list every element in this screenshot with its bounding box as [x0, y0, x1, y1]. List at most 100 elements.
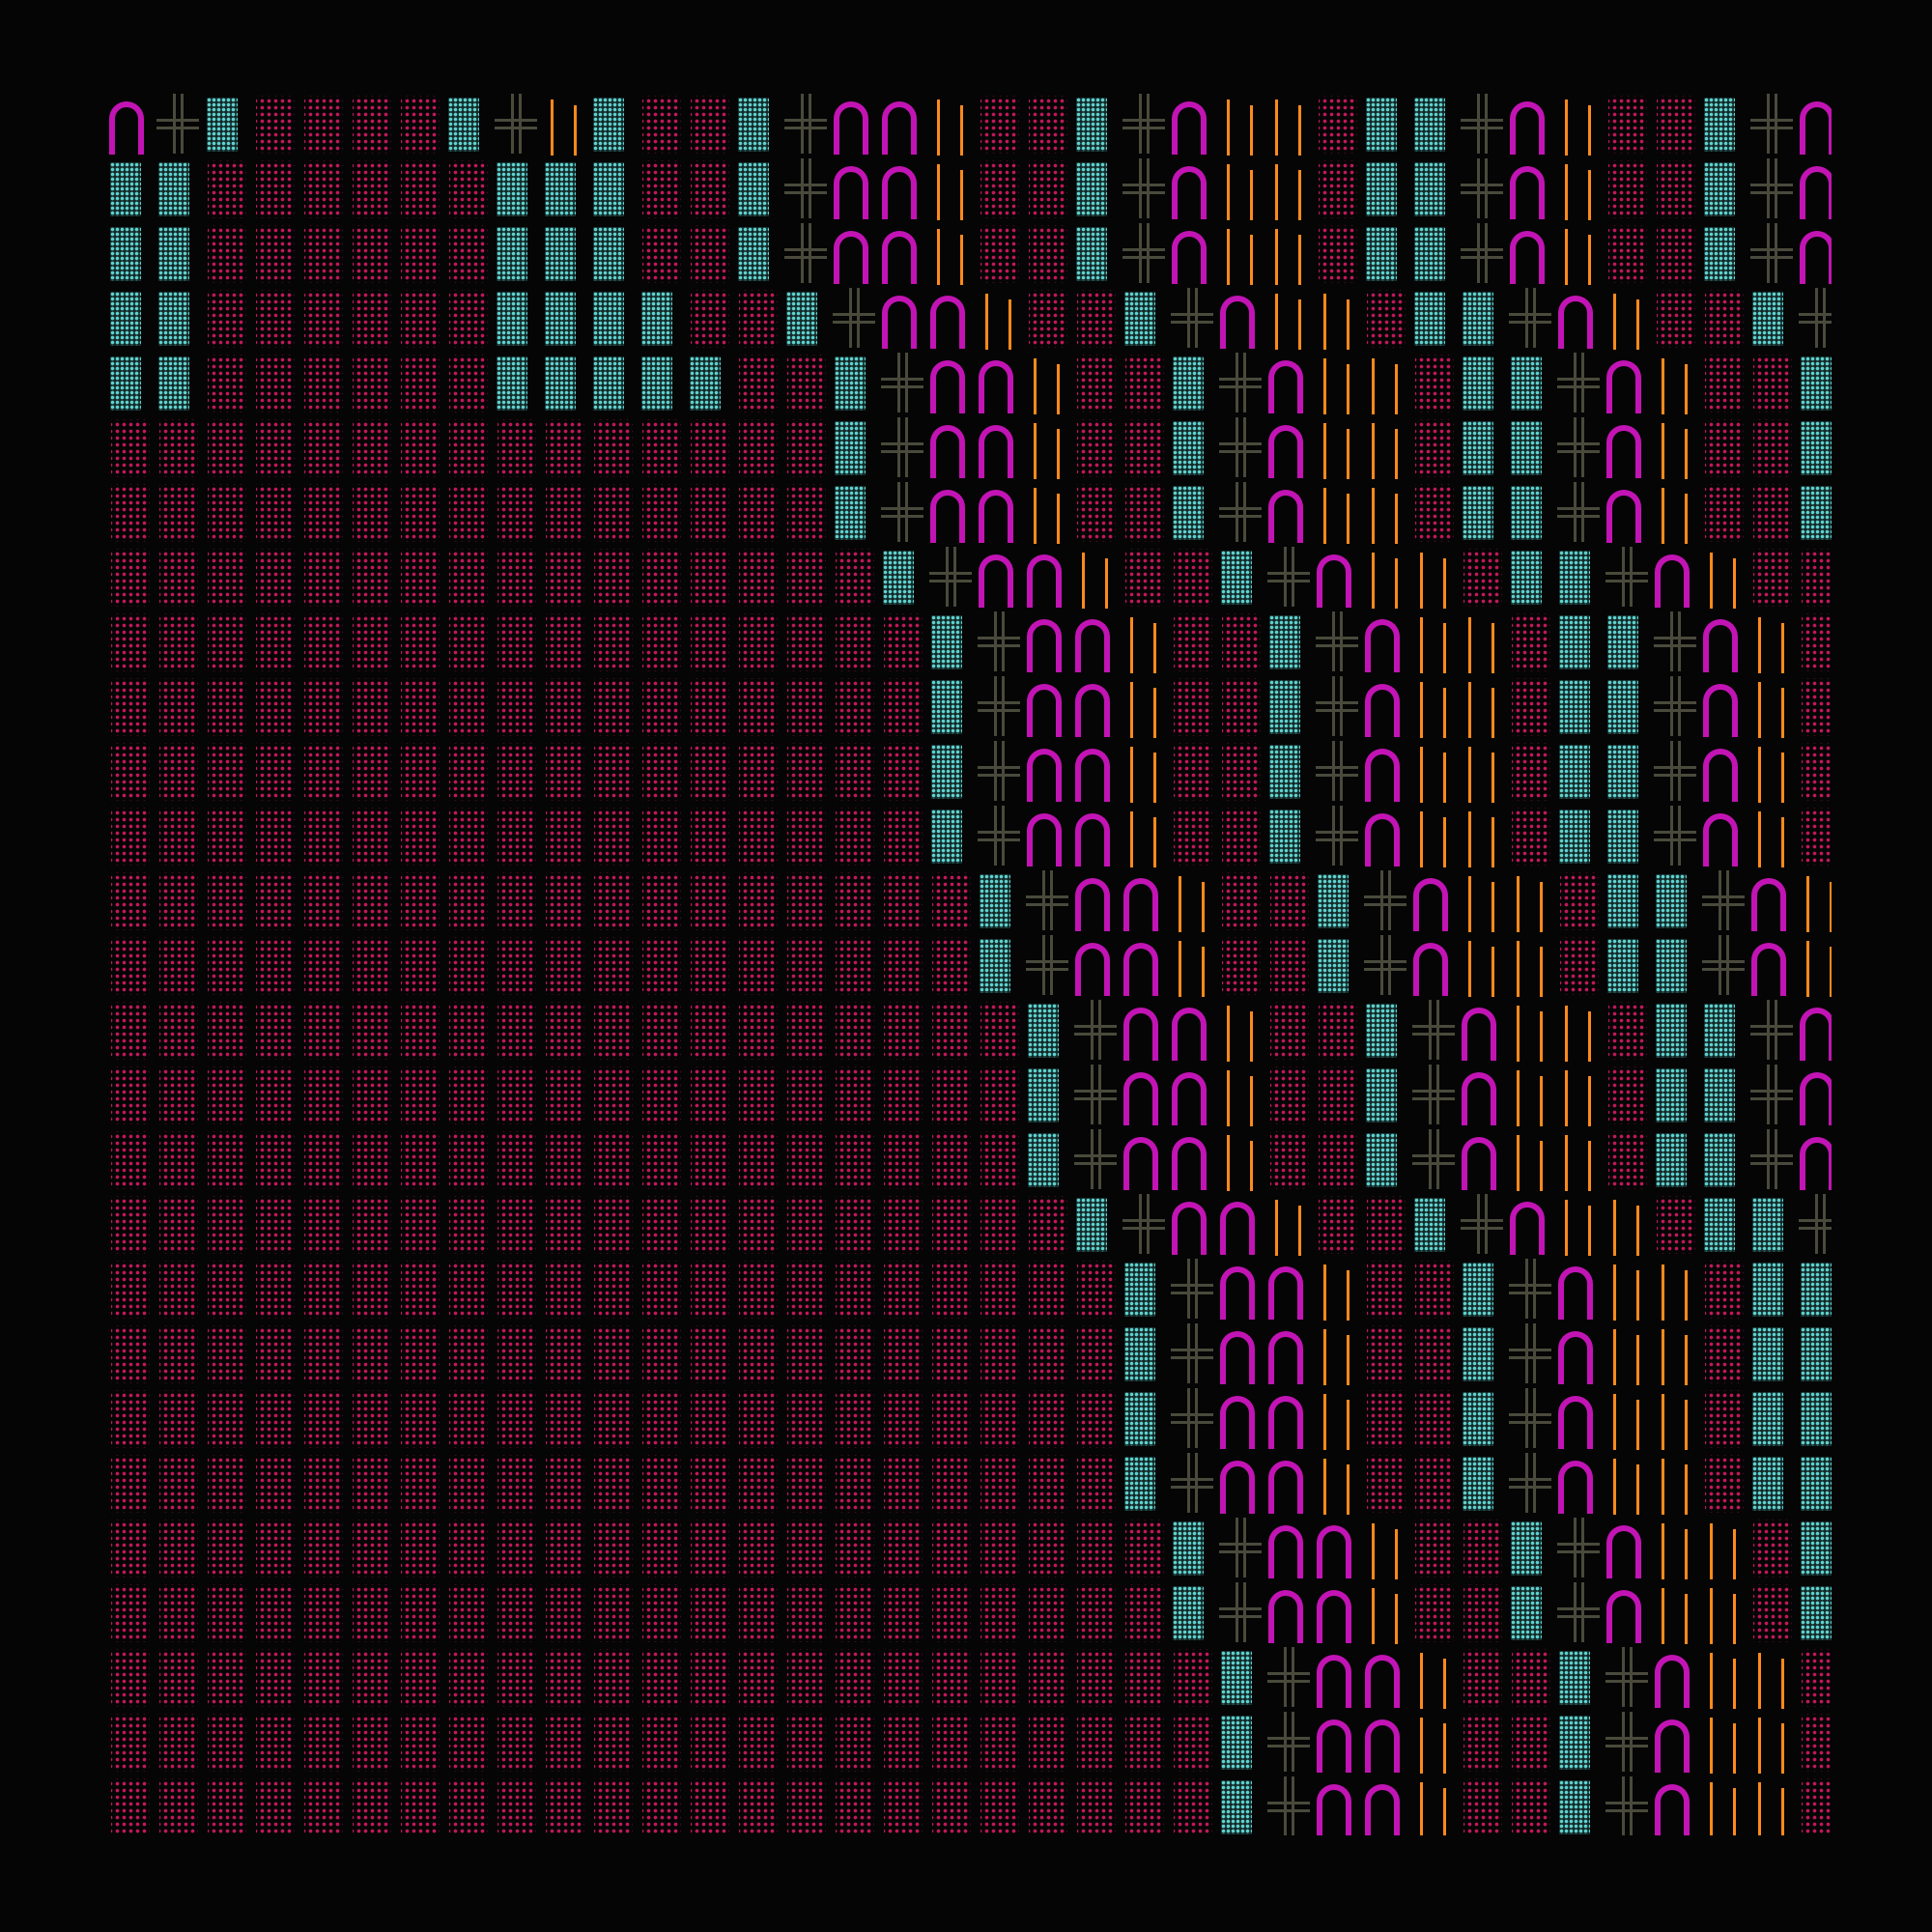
dot-glyph: [155, 1451, 203, 1516]
shade-glyph: [1024, 1063, 1072, 1127]
dot-glyph: [396, 1451, 444, 1516]
dot-glyph: [444, 1645, 493, 1710]
arch-glyph: [1797, 156, 1832, 221]
dot-glyph: [879, 674, 927, 739]
arch-glyph: [1314, 1710, 1362, 1775]
dot-glyph: [831, 674, 879, 739]
shade-glyph: [734, 92, 782, 156]
dot-glyph: [251, 1127, 299, 1192]
double-cross-glyph: [879, 480, 927, 545]
dot-glyph: [1217, 868, 1265, 933]
dot-glyph: [251, 674, 299, 739]
dot-glyph: [1410, 1257, 1459, 1321]
dot-glyph: [638, 221, 686, 286]
shade-glyph: [1362, 998, 1410, 1063]
dot-glyph: [734, 351, 782, 415]
dot-glyph: [1265, 1063, 1314, 1127]
double-cross-glyph: [1507, 1257, 1555, 1321]
dot-glyph: [251, 1386, 299, 1451]
arch-glyph: [1024, 804, 1072, 868]
double-cross-glyph: [1459, 221, 1507, 286]
dot-glyph: [396, 998, 444, 1063]
dot-glyph: [541, 804, 589, 868]
bars-glyph: [1362, 1580, 1410, 1645]
dot-glyph: [348, 1645, 396, 1710]
dot-glyph: [927, 1775, 976, 1835]
dot-glyph: [686, 156, 734, 221]
dot-glyph: [686, 480, 734, 545]
dot-glyph: [444, 1257, 493, 1321]
dot-glyph: [155, 1127, 203, 1192]
dot-glyph: [1410, 415, 1459, 480]
bars-glyph: [1217, 998, 1265, 1063]
shade-glyph: [1748, 1386, 1797, 1451]
dot-glyph: [782, 415, 831, 480]
double-cross-glyph: [1748, 1127, 1797, 1192]
shade-glyph: [1459, 415, 1507, 480]
dot-glyph: [396, 1710, 444, 1775]
dot-glyph: [203, 480, 251, 545]
dot-glyph: [444, 1451, 493, 1516]
dot-glyph: [734, 545, 782, 610]
dot-glyph: [396, 1645, 444, 1710]
double-cross-glyph: [1507, 1386, 1555, 1451]
dot-glyph: [589, 1710, 638, 1775]
bars-glyph: [1652, 1580, 1700, 1645]
dot-glyph: [1314, 1192, 1362, 1257]
dot-glyph: [299, 933, 348, 998]
dot-glyph: [203, 1645, 251, 1710]
arch-glyph: [1265, 1516, 1314, 1580]
arch-glyph: [1072, 804, 1121, 868]
dot-glyph: [1507, 1775, 1555, 1835]
dot-glyph: [831, 1386, 879, 1451]
dot-glyph: [203, 1257, 251, 1321]
dot-glyph: [444, 933, 493, 998]
arch-glyph: [831, 92, 879, 156]
dot-glyph: [1169, 545, 1217, 610]
bars-glyph: [1362, 545, 1410, 610]
dot-glyph: [879, 1516, 927, 1580]
shade-glyph: [1797, 480, 1832, 545]
dot-glyph: [1555, 868, 1604, 933]
arch-glyph: [1507, 221, 1555, 286]
shade-glyph: [1797, 415, 1832, 480]
dot-glyph: [493, 933, 541, 998]
dot-glyph: [831, 1451, 879, 1516]
double-cross-glyph: [1459, 92, 1507, 156]
dot-glyph: [396, 674, 444, 739]
dot-glyph: [155, 868, 203, 933]
shade-glyph: [493, 286, 541, 351]
shade-glyph: [1700, 998, 1748, 1063]
dot-glyph: [251, 415, 299, 480]
double-cross-glyph: [1217, 1580, 1265, 1645]
arch-glyph: [1410, 868, 1459, 933]
double-cross-glyph: [1121, 92, 1169, 156]
bars-glyph: [1121, 610, 1169, 674]
arch-glyph: [976, 545, 1024, 610]
bars-glyph: [1265, 92, 1314, 156]
dot-glyph: [396, 1192, 444, 1257]
dot-glyph: [589, 1063, 638, 1127]
dot-glyph: [348, 92, 396, 156]
shade-glyph: [155, 286, 203, 351]
dot-glyph: [976, 1580, 1024, 1645]
dot-glyph: [976, 1063, 1024, 1127]
dot-glyph: [589, 1386, 638, 1451]
arch-glyph: [1265, 1257, 1314, 1321]
dot-glyph: [348, 1580, 396, 1645]
dot-glyph: [589, 1516, 638, 1580]
dot-glyph: [1700, 286, 1748, 351]
double-cross-glyph: [1410, 998, 1459, 1063]
bars-glyph: [1314, 415, 1362, 480]
dot-glyph: [541, 1063, 589, 1127]
bars-glyph: [1314, 480, 1362, 545]
dot-glyph: [203, 1386, 251, 1451]
double-cross-glyph: [976, 739, 1024, 804]
arch-glyph: [1024, 610, 1072, 674]
dot-glyph: [106, 480, 155, 545]
shade-glyph: [1459, 286, 1507, 351]
dot-glyph: [541, 1710, 589, 1775]
dot-glyph: [831, 1710, 879, 1775]
double-cross-glyph: [1169, 1451, 1217, 1516]
dot-glyph: [396, 92, 444, 156]
